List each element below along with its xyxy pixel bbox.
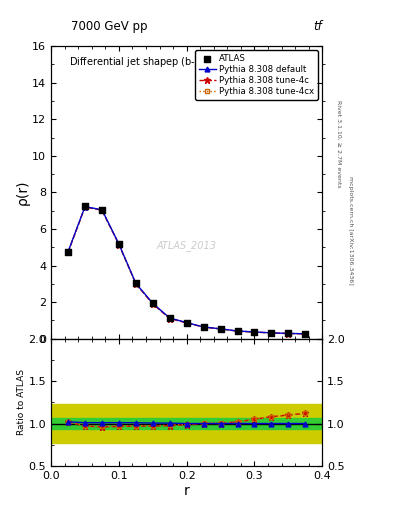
Y-axis label: ρ(r): ρ(r) (15, 180, 29, 205)
Pythia 8.308 tune-4cx (99, 207, 104, 213)
ATLAS (133, 279, 139, 287)
Text: tf: tf (314, 20, 322, 33)
X-axis label: r: r (184, 483, 189, 498)
Pythia 8.308 default (286, 330, 291, 336)
Pythia 8.308 tune-4c (134, 281, 138, 287)
Pythia 8.308 default (167, 315, 172, 321)
ATLAS (200, 323, 207, 331)
ATLAS (252, 328, 258, 336)
Pythia 8.308 tune-4cx (184, 319, 189, 326)
Pythia 8.308 tune-4cx (218, 326, 223, 332)
Pythia 8.308 tune-4c (269, 330, 274, 336)
Pythia 8.308 tune-4c (99, 207, 104, 214)
Pythia 8.308 default (252, 329, 257, 335)
Pythia 8.308 tune-4cx (134, 281, 138, 287)
Pythia 8.308 default (117, 241, 121, 247)
Line: Pythia 8.308 tune-4c: Pythia 8.308 tune-4c (65, 204, 309, 337)
Pythia 8.308 tune-4c (235, 328, 240, 334)
Pythia 8.308 tune-4cx (201, 324, 206, 330)
Text: ATLAS_2013: ATLAS_2013 (157, 240, 217, 250)
ATLAS (167, 314, 173, 322)
Pythia 8.308 tune-4cx (252, 329, 257, 335)
Pythia 8.308 tune-4cx (235, 328, 240, 334)
Pythia 8.308 default (184, 319, 189, 326)
ATLAS (65, 248, 71, 256)
ATLAS (150, 300, 156, 308)
Pythia 8.308 tune-4c (66, 249, 70, 255)
Pythia 8.308 default (134, 280, 138, 286)
ATLAS (285, 329, 292, 337)
Pythia 8.308 default (99, 207, 104, 213)
Pythia 8.308 tune-4c (252, 329, 257, 335)
Pythia 8.308 default (66, 249, 70, 255)
Pythia 8.308 tune-4cx (303, 331, 308, 337)
Y-axis label: Ratio to ATLAS: Ratio to ATLAS (17, 369, 26, 435)
Pythia 8.308 default (151, 301, 155, 307)
Pythia 8.308 default (83, 204, 87, 210)
Pythia 8.308 tune-4c (151, 301, 155, 307)
Legend: ATLAS, Pythia 8.308 default, Pythia 8.308 tune-4c, Pythia 8.308 tune-4cx: ATLAS, Pythia 8.308 default, Pythia 8.30… (195, 50, 318, 100)
Pythia 8.308 tune-4c (303, 331, 308, 337)
ATLAS (184, 318, 190, 327)
Pythia 8.308 default (218, 326, 223, 332)
Pythia 8.308 default (303, 331, 308, 337)
Pythia 8.308 default (201, 324, 206, 330)
Pythia 8.308 tune-4c (286, 331, 291, 337)
Line: Pythia 8.308 default: Pythia 8.308 default (66, 204, 308, 336)
ATLAS (302, 330, 309, 338)
Pythia 8.308 tune-4cx (269, 330, 274, 336)
ATLAS (99, 206, 105, 214)
Pythia 8.308 tune-4c (83, 204, 87, 210)
Pythia 8.308 default (235, 328, 240, 334)
Pythia 8.308 tune-4c (117, 242, 121, 248)
Pythia 8.308 tune-4c (201, 324, 206, 330)
Pythia 8.308 tune-4c (184, 320, 189, 326)
Pythia 8.308 tune-4c (167, 315, 172, 322)
Text: mcplots.cern.ch [arXiv:1306.3436]: mcplots.cern.ch [arXiv:1306.3436] (348, 176, 353, 285)
Line: Pythia 8.308 tune-4cx: Pythia 8.308 tune-4cx (66, 205, 307, 336)
Pythia 8.308 tune-4cx (83, 204, 87, 210)
ATLAS (217, 325, 224, 333)
Pythia 8.308 default (269, 330, 274, 336)
ATLAS (234, 327, 241, 335)
ATLAS (116, 240, 122, 248)
Pythia 8.308 tune-4cx (117, 241, 121, 247)
Pythia 8.308 tune-4cx (286, 330, 291, 336)
Pythia 8.308 tune-4cx (66, 249, 70, 255)
Text: Differential jet shapep (b-jets, $p_{T}>40$, $|\eta| < 2.5$): Differential jet shapep (b-jets, $p_{T}>… (69, 55, 305, 69)
Pythia 8.308 tune-4cx (151, 301, 155, 307)
Pythia 8.308 tune-4cx (167, 315, 172, 322)
Text: 7000 GeV pp: 7000 GeV pp (71, 20, 147, 33)
Pythia 8.308 tune-4c (218, 326, 223, 332)
ATLAS (82, 202, 88, 210)
ATLAS (268, 329, 275, 337)
Text: Rivet 3.1.10, ≥ 2.7M events: Rivet 3.1.10, ≥ 2.7M events (336, 99, 341, 187)
